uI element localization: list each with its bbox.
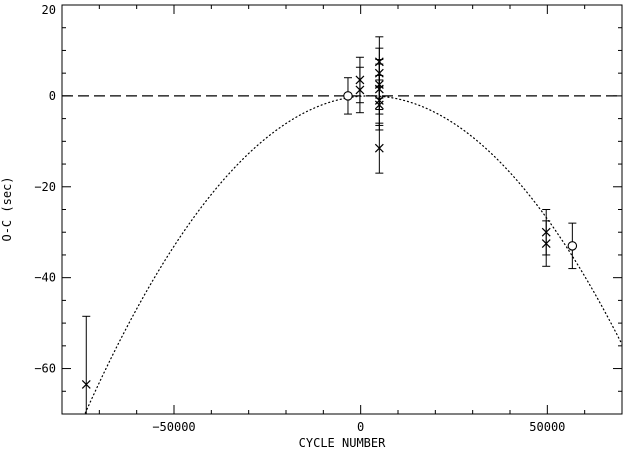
y-tick-label: −40 — [34, 271, 56, 285]
y-tick-label: 0 — [49, 89, 56, 103]
x-axis-title: CYCLE NUMBER — [299, 436, 386, 450]
x-tick-label: 0 — [357, 420, 364, 434]
plot-frame — [61, 4, 623, 415]
cross-marker-stroke — [541, 239, 551, 249]
cross-marker-stroke — [355, 85, 365, 95]
data-point — [541, 220, 551, 267]
data-point — [343, 77, 353, 115]
data-point — [374, 79, 384, 131]
cross-marker-stroke — [374, 143, 384, 153]
data-point — [355, 66, 365, 114]
circle-marker — [567, 241, 578, 251]
fit-curve — [84, 95, 623, 414]
plot-background — [62, 5, 622, 414]
fit-curve-layer — [84, 95, 623, 414]
x-tick-label: −50000 — [152, 420, 195, 434]
x-tick-label: 50000 — [529, 420, 565, 434]
data-points-layer — [81, 36, 578, 414]
circle-marker — [343, 91, 353, 101]
cross-marker-stroke — [374, 100, 384, 110]
data-point — [374, 122, 384, 174]
data-point — [81, 315, 91, 414]
axes-layer: −50000 0 50000 20 0 −20 −40 −60 — [34, 3, 622, 434]
data-point — [567, 222, 578, 270]
y-axis-title: O-C (sec) — [0, 176, 14, 241]
y-tick-label: 20 — [42, 3, 56, 17]
y-tick-label: −60 — [34, 362, 56, 376]
y-tick-label: −20 — [34, 180, 56, 194]
cross-marker-stroke — [81, 380, 91, 389]
